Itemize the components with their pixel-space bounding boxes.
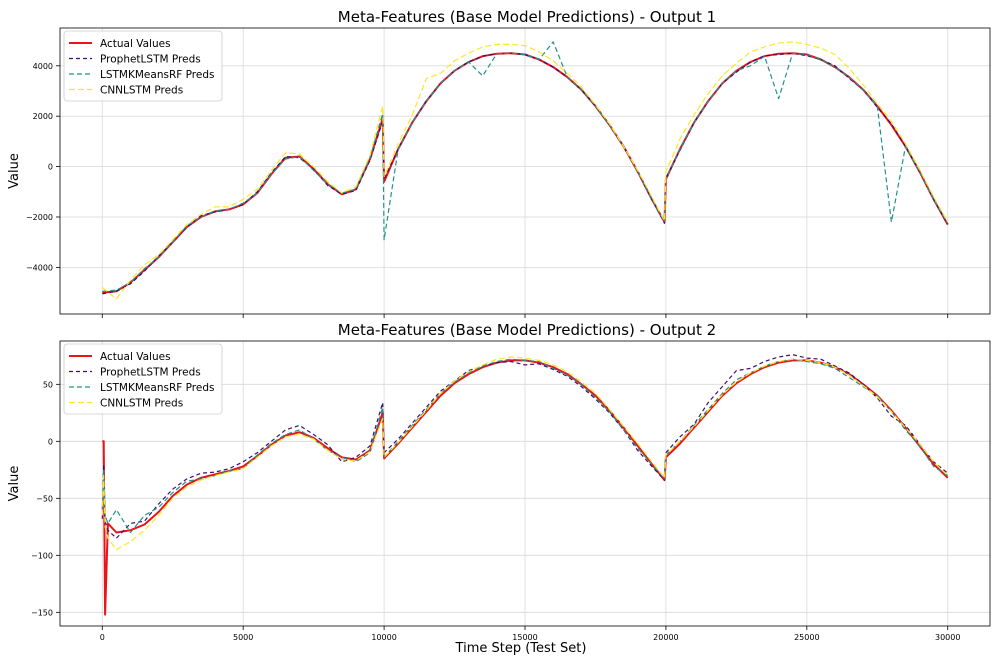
series-line-cnnlstm-preds (101, 356, 949, 551)
x-tick-label: 10000 (371, 633, 396, 642)
legend-label: CNNLSTM Preds (100, 85, 183, 97)
chart-title: Meta-Features (Base Model Predictions) -… (338, 321, 716, 339)
x-tick-label: 15000 (512, 633, 537, 642)
y-tick-label: −150 (31, 608, 53, 617)
series-line-prophetlstm-preds (101, 354, 949, 539)
x-tick-label: 25000 (794, 633, 819, 642)
legend-label: Actual Values (100, 351, 171, 363)
legend-label: LSTMKMeansRF Preds (100, 382, 214, 394)
bottom-panel: 0 5000 10000 15000 20000 25000 30000 −150 −100 −5… (7, 321, 991, 642)
series-line-lstmkmeansrf-preds (102, 41, 949, 292)
plot-frame (59, 27, 991, 315)
x-tick-label: 5000 (233, 633, 253, 642)
series-line-cnnlstm-preds (101, 41, 949, 300)
series-line-lstmkmeansrf-preds (101, 358, 949, 534)
y-tick-label: 2000 (33, 112, 53, 121)
legend-box (63, 343, 223, 415)
plot-frame (59, 340, 991, 627)
y-tick-label: 0 (48, 437, 53, 446)
legend-label: CNNLSTM Preds (100, 398, 183, 410)
y-axis-label: Value (7, 466, 22, 502)
top-panel: −4000 −2000 0 2000 4000 Meta-Features (Base M… (7, 8, 991, 318)
x-tick-label: 30000 (935, 633, 960, 642)
y-tick-label: 4000 (33, 62, 53, 71)
legend-label: ProphetLSTM Preds (100, 54, 201, 66)
legend-label: ProphetLSTM Preds (100, 367, 201, 379)
x-tick-label: 20000 (653, 633, 678, 642)
x-axis-label: Time Step (Test Set) (455, 641, 587, 656)
y-tick-label: −2000 (26, 213, 53, 222)
x-tick-label: 0 (100, 633, 105, 642)
legend-label: Actual Values (100, 38, 171, 50)
chart-title: Meta-Features (Base Model Predictions) -… (338, 8, 716, 26)
y-tick-label: −100 (31, 551, 53, 560)
legend-box (63, 30, 223, 102)
legend-label: LSTMKMeansRF Preds (100, 69, 214, 81)
y-tick-label: 50 (43, 380, 53, 389)
y-tick-label: 0 (48, 163, 53, 172)
y-tick-label: −4000 (26, 263, 53, 272)
y-tick-label: −50 (36, 494, 53, 503)
y-axis-label: Value (7, 153, 22, 189)
